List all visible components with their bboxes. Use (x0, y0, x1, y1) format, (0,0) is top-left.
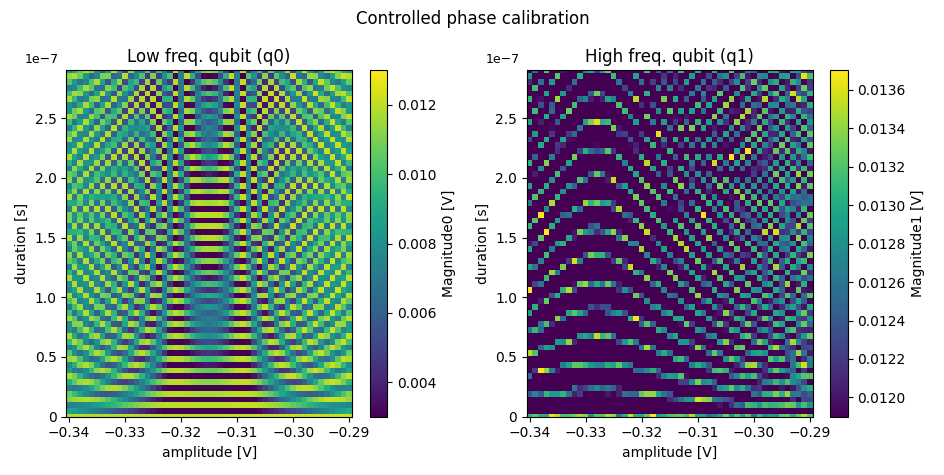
X-axis label: amplitude [V]: amplitude [V] (161, 446, 257, 460)
Text: Controlled phase calibration: Controlled phase calibration (355, 10, 589, 28)
Y-axis label: Magnitude1 [V]: Magnitude1 [V] (910, 190, 924, 297)
Y-axis label: Magnitude0 [V]: Magnitude0 [V] (442, 190, 455, 297)
Text: 1e−7: 1e−7 (25, 53, 59, 67)
Text: 1e−7: 1e−7 (485, 53, 519, 67)
Title: Low freq. qubit (q0): Low freq. qubit (q0) (127, 48, 291, 66)
Y-axis label: duration [s]: duration [s] (15, 203, 29, 284)
X-axis label: amplitude [V]: amplitude [V] (621, 446, 716, 460)
Title: High freq. qubit (q1): High freq. qubit (q1) (584, 48, 753, 66)
Y-axis label: duration [s]: duration [s] (475, 203, 489, 284)
